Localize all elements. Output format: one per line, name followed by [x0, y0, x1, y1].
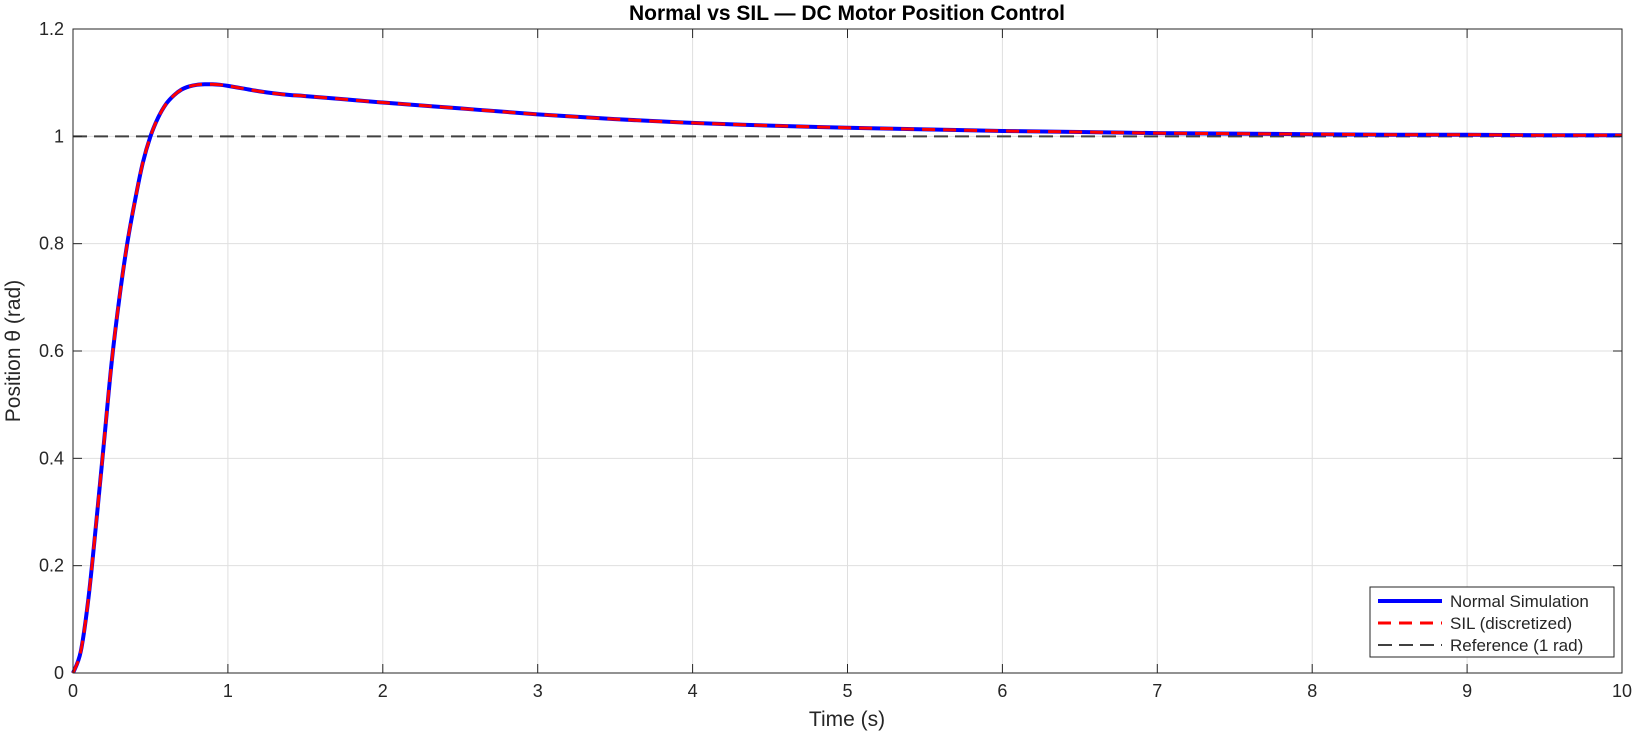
- x-tick-label: 1: [223, 681, 233, 701]
- x-tick-label: 8: [1307, 681, 1317, 701]
- series-line-sil-discretized: [71, 82, 1623, 674]
- y-tick-label: 0.4: [39, 448, 64, 468]
- x-axis-label: Time (s): [809, 708, 885, 731]
- legend-entry-label: Reference (1 rad): [1450, 636, 1583, 655]
- legend-entry-label: SIL (discretized): [1450, 614, 1572, 633]
- x-tick-label: 3: [533, 681, 543, 701]
- data-series: [71, 82, 1623, 674]
- x-tick-label: 2: [378, 681, 388, 701]
- y-tick-label: 0.2: [39, 556, 64, 576]
- y-axis-label: Position θ (rad): [2, 280, 25, 422]
- x-tick-label: 9: [1462, 681, 1472, 701]
- y-tick-label: 0.8: [39, 234, 64, 254]
- x-tick-label: 10: [1612, 681, 1632, 701]
- x-tick-label: 0: [68, 681, 78, 701]
- axis-ticks: 0 1 2 3 4 5 6 7 8 9 10 0 0.2 0.4 0.6 0.8 1 1.2: [39, 19, 1632, 701]
- x-tick-label: 5: [842, 681, 852, 701]
- legend-entry-label: Normal Simulation: [1450, 592, 1589, 611]
- x-tick-label: 7: [1152, 681, 1162, 701]
- x-tick-label: 4: [688, 681, 698, 701]
- chart-title: Normal vs SIL — DC Motor Position Contro…: [629, 2, 1065, 25]
- x-tick-label: 6: [997, 681, 1007, 701]
- y-tick-label: 1: [54, 126, 64, 146]
- y-tick-label: 0.6: [39, 341, 64, 361]
- y-tick-label: 1.2: [39, 19, 64, 39]
- legend: Normal Simulation SIL (discretized) Refere…: [1369, 586, 1615, 658]
- y-tick-label: 0: [54, 663, 64, 683]
